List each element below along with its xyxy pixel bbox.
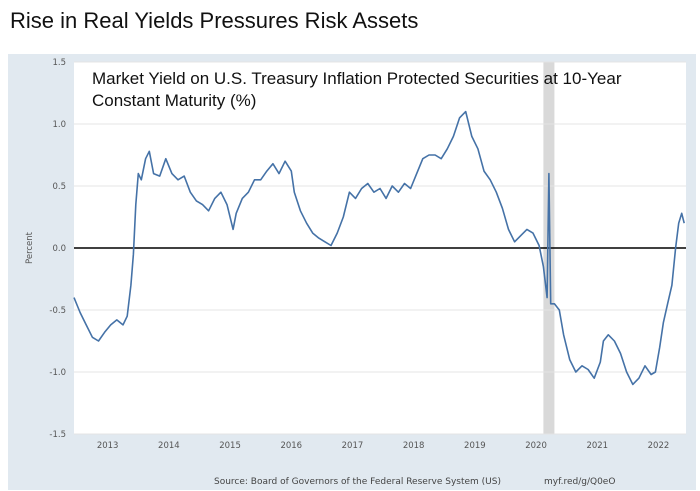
y-axis-label: Percent bbox=[25, 231, 35, 264]
chart-svg: 1.51.00.50.0-0.5-1.0-1.5 2013 2014 2015 201… bbox=[25, 58, 686, 487]
x-tick-label: 2013 bbox=[97, 441, 119, 451]
x-tick-labels: 2013 2014 2015 2016 2017 2018 2019 2020 2021 2022 bbox=[97, 441, 669, 451]
x-tick-label: 2018 bbox=[403, 441, 425, 451]
x-tick-label: 2022 bbox=[648, 441, 670, 451]
x-tick-label: 2015 bbox=[219, 441, 241, 451]
y-tick-label: -0.5 bbox=[49, 306, 66, 316]
x-tick-label: 2017 bbox=[342, 441, 364, 451]
y-tick-label: 0.5 bbox=[52, 182, 66, 192]
x-tick-label: 2016 bbox=[280, 441, 302, 451]
y-tick-label: 0.0 bbox=[52, 244, 66, 254]
chart-title: Market Yield on U.S. Treasury Inflation … bbox=[92, 69, 622, 88]
chart-title-line2: Constant Maturity (%) bbox=[92, 91, 256, 110]
page-title: Rise in Real Yields Pressures Risk Asset… bbox=[10, 8, 419, 33]
x-tick-label: 2014 bbox=[158, 441, 180, 451]
source-text: Source: Board of Governors of the Federa… bbox=[214, 477, 501, 487]
series-line bbox=[73, 110, 685, 386]
x-tick-label: 2021 bbox=[586, 441, 608, 451]
grid-lines bbox=[74, 61, 686, 435]
y-tick-label: 1.5 bbox=[52, 58, 66, 68]
source-link: myf.red/g/Q0eO bbox=[544, 477, 615, 487]
y-tick-label: -1.0 bbox=[49, 368, 66, 378]
y-tick-label: -1.5 bbox=[49, 430, 66, 440]
chart-frame: 1.5 1.0 0.5 0.0 -0.5 -1.0 -1.5 2013 2014 2015 201… bbox=[8, 54, 696, 490]
y-tick-labels: 1.5 1.0 0.5 0.0 -0.5 -1.0 -1.5 bbox=[49, 58, 66, 440]
x-tick-label: 2020 bbox=[525, 441, 547, 451]
x-tick-label: 2019 bbox=[464, 441, 486, 451]
y-tick-label: 1.0 bbox=[52, 120, 66, 130]
